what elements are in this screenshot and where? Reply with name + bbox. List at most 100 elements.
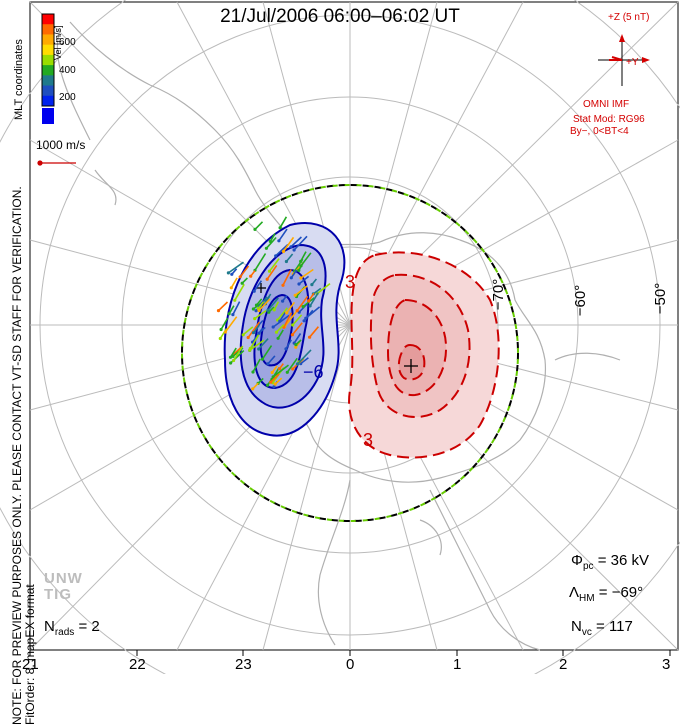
positive-convection-cell [348,251,500,459]
vector-origin [266,362,270,366]
colorbar-swatch [42,44,54,56]
vector-origin [251,387,255,391]
velocity-vector [290,236,302,248]
velocity-vector [292,314,303,326]
scale-vector [37,160,76,166]
vector-origin [257,347,261,351]
contour-label-positive-top: 3 [345,272,356,292]
velocity-vector [261,345,273,360]
cross-polar-cap-potential: Φpc = 36 kV [571,552,649,572]
velocity-vector [254,221,264,230]
vector-origin [249,274,253,278]
velocity-vector [258,298,271,312]
dusk-potential-min-marker [256,283,266,293]
vector-origin [270,370,274,375]
vector-origin [310,283,314,287]
velocity-colorbar-extra [42,108,54,124]
vector-origin [285,311,289,315]
vector-origin [291,367,295,371]
vector-origin [273,382,277,386]
vector-origin [269,380,273,384]
hm-boundary-black [181,184,519,522]
vector-origin [223,330,227,334]
colorbar-frame [41,13,55,107]
fit-order-note: FitOrder: 8, mapEX format [23,584,37,725]
vector-origin [297,282,301,286]
velocity-vector [294,285,308,296]
imf-y-arrowhead [642,57,650,63]
colorbar-tick-400: 400 [59,65,76,76]
vector-origin [274,254,278,258]
velocity-vector [285,339,292,350]
velocity-vector [249,339,265,351]
mlt-tick-23: 23 [235,656,252,673]
velocity-vector [266,372,277,386]
vector-origin [299,264,303,268]
vector-origin [266,383,270,387]
colorbar-swatch [42,14,54,25]
vector-origin [278,367,282,371]
velocity-vector [270,373,280,383]
vector-origin [265,277,269,281]
polar-convection-map [0,0,680,674]
velocity-vector [309,292,319,307]
velocity-vector [267,297,279,311]
velocity-vector [296,295,309,312]
scale-vector-label: 1000 m/s [36,138,86,152]
vector-origin [229,286,233,290]
velocity-vector [272,364,289,378]
imf-model: Stat Mod: RG96 [573,114,645,125]
velocity-vector [265,236,277,249]
velocity-vector [266,264,278,280]
vector-origin [230,272,234,276]
velocity-vector [233,346,243,355]
velocity-vector [303,309,314,322]
velocity-vector [268,258,280,272]
imf-z-arrowhead [619,34,625,42]
velocity-vector [267,355,276,365]
vector-origin [253,317,257,321]
vector-origin [308,304,312,308]
page-title: 21/Jul/2006 06:00–06:02 UT [220,6,460,27]
colorbar-swatch [42,65,54,76]
vector-origin [284,259,288,264]
velocity-vector [275,324,285,333]
velocity-vector [279,216,288,229]
vector-origin [248,348,252,352]
vector-origin [297,268,301,272]
lat-label-70: −70° [490,278,508,311]
vector-origin [231,313,235,317]
vector-origin [278,319,282,323]
velocity-vector [299,251,307,262]
velocity-vector [300,268,314,279]
colorbar-swatch [42,85,54,97]
vector-origin [299,276,303,280]
mlt-tick-22: 22 [129,656,146,673]
mlt-tick-3: 3 [662,656,671,673]
velocity-vector [227,261,244,274]
imf-condition: By−, 0<BT<4 [570,126,629,137]
velocity-vector [282,269,292,286]
velocity-vector [249,331,261,349]
vector-origin [251,331,256,335]
watermark-line1: UNW [44,570,83,587]
vector-origin [281,283,285,287]
mlt-tick-0: 0 [346,656,355,673]
velocity-vector [224,316,238,333]
mlt-tick-2: 2 [559,656,568,673]
velocity-vectors [216,216,331,391]
contour-label-positive-bottom: 3 [363,430,374,450]
vector-origin [233,298,237,302]
plot-frame [29,1,679,651]
imf-z-label: +Z (5 nT) [608,12,650,23]
vector-origin [302,319,306,323]
velocity-vector [308,326,320,338]
vector-origin [251,370,255,374]
vector-origin [216,309,221,313]
velocity-vector [252,358,261,373]
velocity-vector [219,328,228,339]
lat-label-50: −50° [652,282,670,315]
vector-origin [241,333,245,337]
imf-dial [598,38,646,86]
velocity-vector [276,307,288,321]
